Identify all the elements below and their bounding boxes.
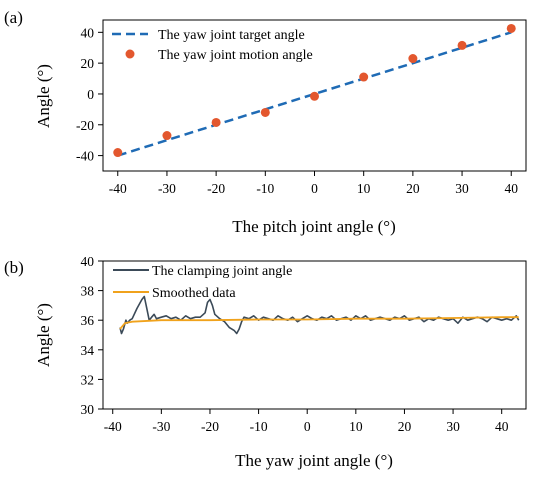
- panel-b-x-label: The yaw joint angle (°): [235, 451, 393, 470]
- panel-a-y-tick-label: -40: [76, 149, 94, 164]
- panel-b: (b) 30 32 34 36 38 40 -40 -30 -20 -10 0 10 20 30 40 T…: [4, 254, 527, 470]
- panel-a-x-tick-label: 20: [406, 181, 420, 196]
- panel-a-y-label: Angle (°): [34, 64, 53, 128]
- panel-b-x-tick-label: 30: [446, 419, 460, 434]
- motion-angle-point: [408, 54, 418, 64]
- panel-a-x-tick-label: -10: [256, 181, 274, 196]
- panel-a-x-tick-label: -40: [109, 181, 127, 196]
- motion-angle-point: [310, 91, 319, 101]
- panel-b-legend: The clamping joint angle Smoothed data: [113, 264, 292, 301]
- panel-b-y-tick-label: 30: [81, 402, 95, 417]
- clamping-angle-line: [119, 295, 520, 335]
- panel-a-y-ticks: -40 -20 0 20 40: [76, 25, 103, 164]
- panel-b-x-tick-label: -30: [152, 419, 170, 434]
- panel-a-y-tick-label: 0: [87, 87, 94, 102]
- legend-smoothed-label: Smoothed data: [152, 286, 236, 301]
- panel-b-plot-frame: [102, 260, 527, 410]
- panel-b-x-tick-label: -10: [250, 419, 268, 434]
- panel-a-x-tick-label: 10: [357, 181, 371, 196]
- panel-a-y-tick-label: 40: [81, 25, 95, 40]
- panel-a-x-tick-label: -20: [207, 181, 225, 196]
- panel-a-y-tick-label: 20: [81, 56, 95, 71]
- motion-angle-point: [506, 23, 516, 33]
- panel-b-y-tick-label: 40: [81, 254, 95, 269]
- panel-b-y-tick-label: 36: [81, 313, 95, 328]
- panel-b-x-tick-label: 10: [349, 419, 363, 434]
- motion-angle-point: [260, 107, 270, 117]
- motion-angle-point: [211, 117, 221, 127]
- panel-b-y-tick-label: 38: [81, 284, 95, 299]
- panel-b-x-tick-label: 20: [398, 419, 412, 434]
- panel-a-letter: (a): [4, 8, 23, 27]
- panel-b-x-tick-label: 40: [495, 419, 509, 434]
- panel-a-x-ticks: -40 -30 -20 -10 0 10 20 30 40: [109, 171, 518, 196]
- motion-angle-point: [457, 40, 467, 50]
- motion-angle-point: [162, 131, 172, 141]
- panel-b-x-ticks: -40 -30 -20 -10 0 10 20 30 40: [104, 409, 509, 434]
- target-angle-line: [117, 31, 512, 157]
- panel-a-y-tick-label: -20: [76, 118, 94, 133]
- legend-motion-dot-icon: [125, 49, 135, 59]
- panel-b-letter: (b): [4, 258, 24, 277]
- panel-b-y-label: Angle (°): [34, 303, 53, 367]
- panel-a-x-tick-label: 0: [311, 181, 318, 196]
- panel-b-y-ticks: 30 32 34 36 38 40: [81, 254, 103, 417]
- panel-a-x-tick-label: 40: [504, 181, 518, 196]
- panel-b-y-tick-label: 32: [81, 372, 95, 387]
- panel-b-x-tick-label: 0: [304, 419, 311, 434]
- legend-motion-label: The yaw joint motion angle: [158, 48, 313, 63]
- panel-a-series: [113, 23, 516, 158]
- panel-b-series: [119, 295, 520, 335]
- panel-a-legend: The yaw joint target angle The yaw joint…: [112, 28, 313, 63]
- legend-target-label: The yaw joint target angle: [158, 28, 305, 43]
- smoothed-data-line: [119, 316, 519, 330]
- legend-clamping-label: The clamping joint angle: [152, 264, 292, 279]
- motion-angle-point: [113, 148, 123, 158]
- panel-b-y-tick-label: 34: [81, 343, 95, 358]
- panel-a-x-label: The pitch joint angle (°): [232, 217, 396, 236]
- panel-a-x-tick-label: -30: [158, 181, 176, 196]
- panel-a-x-tick-label: 30: [455, 181, 469, 196]
- motion-angle-point: [359, 72, 369, 82]
- panel-b-x-tick-label: -40: [104, 419, 122, 434]
- panel-a: (a) -40 -20 0 20 40 -40 -30 -20 -10 0 10 20 30 40 Th…: [4, 8, 527, 236]
- panel-b-x-tick-label: -20: [201, 419, 219, 434]
